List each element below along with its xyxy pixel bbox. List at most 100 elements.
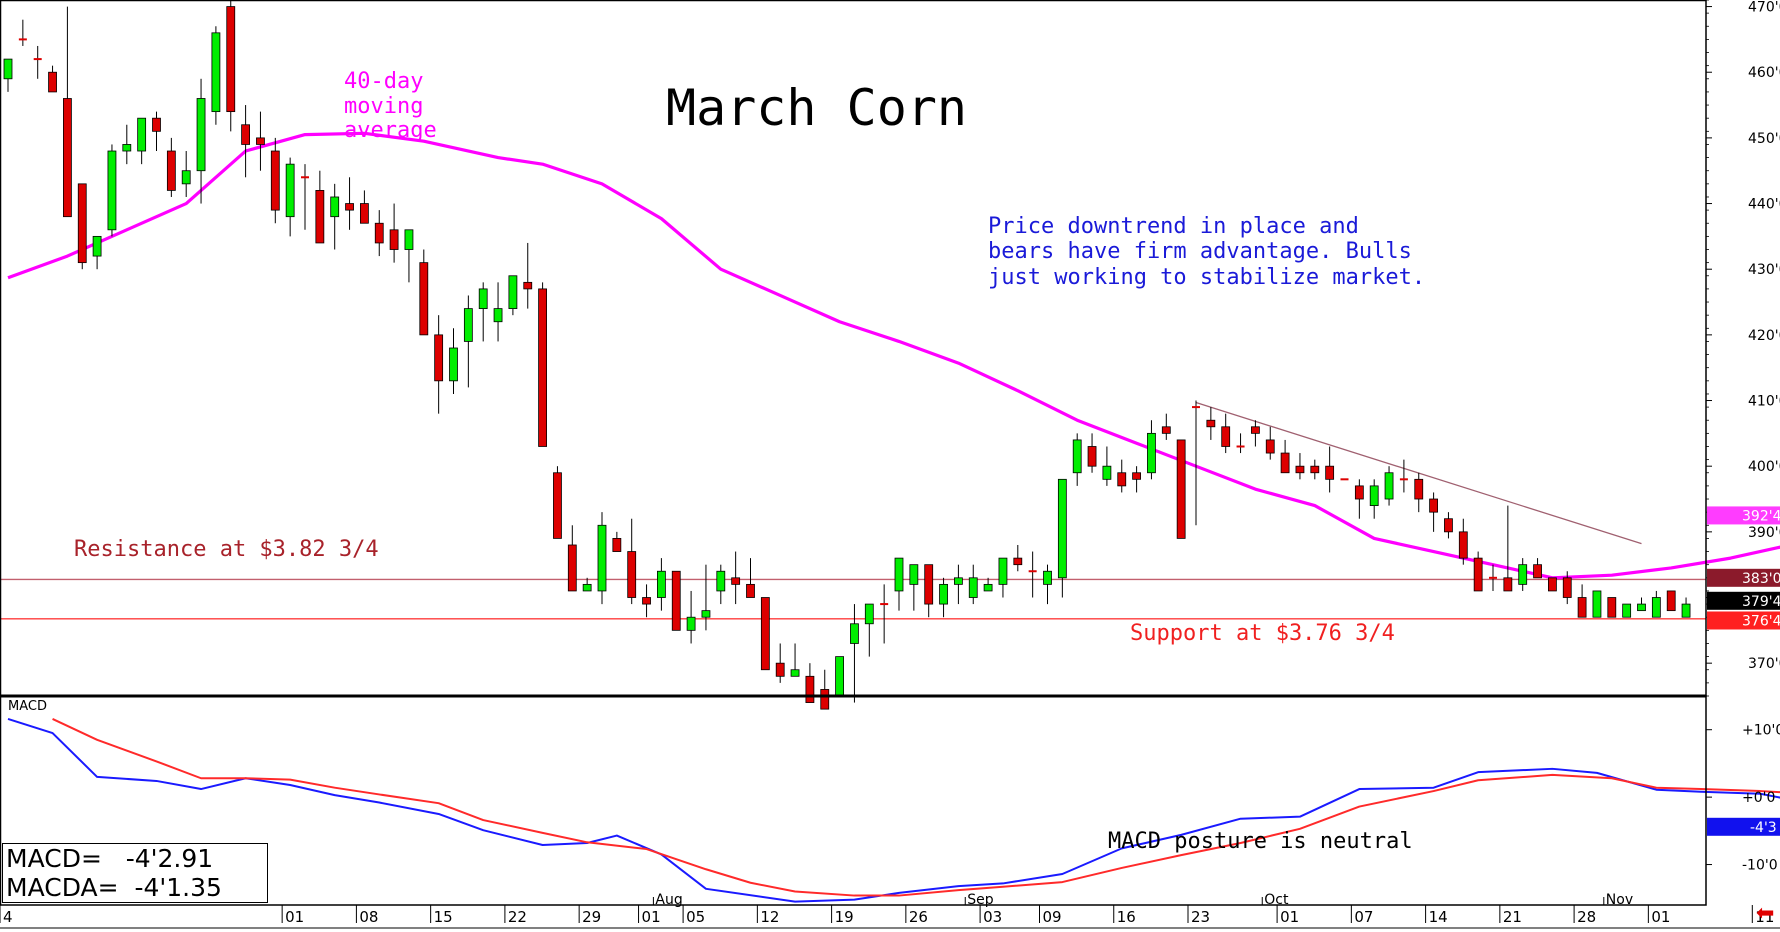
date-label: 09	[1043, 908, 1062, 926]
candle	[1637, 597, 1646, 612]
candle-body	[1325, 465, 1335, 480]
candle	[894, 557, 904, 611]
candle-body	[270, 150, 280, 211]
candle	[686, 590, 696, 644]
candle	[998, 557, 1008, 598]
price-tick-label: 410'0	[1748, 394, 1780, 410]
date-label: 01	[285, 908, 304, 926]
date-label: 01	[642, 908, 661, 926]
candle	[567, 525, 577, 592]
candle	[954, 564, 963, 605]
candle	[1369, 479, 1379, 519]
candle-body	[1444, 518, 1453, 533]
candle	[1533, 558, 1542, 579]
macda-line	[52, 718, 1780, 897]
macd-current-tag: -4'3	[1707, 817, 1780, 836]
candle-body	[77, 183, 87, 264]
candle-body	[538, 288, 547, 447]
candle	[553, 466, 562, 539]
candle-body	[196, 98, 206, 172]
arrow-left-icon[interactable]: ⬅	[1756, 901, 1775, 926]
candle-body	[582, 583, 592, 592]
price-tick-label: 450'0	[1748, 131, 1780, 147]
candle	[1132, 466, 1141, 493]
candle	[1043, 564, 1052, 605]
month-label: Sep	[967, 892, 994, 908]
candle-body	[315, 190, 325, 244]
candle	[1147, 420, 1156, 480]
candle-body	[835, 656, 844, 697]
candle	[864, 603, 874, 657]
candle-body	[359, 203, 369, 224]
candle-body	[627, 551, 637, 598]
candle	[731, 551, 741, 605]
candle-body	[1295, 465, 1305, 474]
candle-body	[389, 229, 399, 250]
candle-body	[939, 583, 948, 605]
candle-body	[122, 144, 132, 152]
price-tick-label: 460'0	[1748, 65, 1780, 81]
candle	[1444, 512, 1453, 539]
candle	[939, 577, 948, 618]
candle-body	[775, 662, 785, 677]
candle-body	[1518, 564, 1528, 585]
candle-body	[3, 58, 13, 80]
candle	[434, 315, 444, 414]
candle-body	[998, 557, 1008, 585]
macd-tick-label: +10'0	[1742, 723, 1780, 739]
candle	[77, 183, 87, 270]
macd-line	[7, 717, 1780, 903]
candle	[627, 518, 637, 605]
month-label: Oct	[1264, 892, 1289, 908]
candle-body	[181, 170, 191, 185]
macd-panel-label: MACD	[8, 699, 47, 714]
candle-body	[1666, 590, 1676, 612]
candle-body	[1251, 426, 1260, 434]
candle-body	[701, 610, 711, 618]
chart-title: March Corn	[666, 79, 968, 137]
candle	[1161, 413, 1171, 440]
date-label: 15	[434, 908, 453, 926]
candle-body	[523, 281, 533, 290]
candle	[1607, 597, 1617, 618]
candle	[345, 177, 354, 230]
candle	[449, 328, 458, 394]
candle-body	[1072, 439, 1082, 474]
macda-value: MACDA= -4'1.35	[6, 873, 222, 902]
candle	[270, 137, 280, 224]
candle-body	[1117, 472, 1127, 487]
candle	[1354, 479, 1364, 519]
candle	[1072, 433, 1082, 486]
candle-body	[1043, 570, 1052, 585]
candle-body	[449, 347, 458, 382]
candle-body	[1592, 590, 1602, 618]
candle-body	[1473, 557, 1483, 592]
candle-body	[1132, 472, 1141, 480]
candle-body	[1280, 452, 1290, 474]
candle-body	[404, 229, 414, 250]
candle	[285, 157, 295, 237]
candle-body	[1161, 426, 1171, 434]
candle-body	[968, 577, 978, 598]
candle-body	[1577, 597, 1587, 618]
candle	[1562, 571, 1572, 605]
candle-body	[805, 675, 815, 703]
candle-body	[211, 32, 221, 113]
macd-tick-label: -10'0	[1742, 858, 1778, 874]
candle	[1176, 439, 1186, 539]
macd-tick-label: +0'0	[1742, 790, 1775, 806]
price-panel	[0, 0, 1780, 710]
candle	[63, 6, 72, 218]
candle	[1518, 558, 1528, 591]
candle-body	[330, 196, 340, 218]
candle-body	[152, 117, 161, 132]
price-tag-label: 379'4	[1742, 594, 1780, 610]
candle-body	[1310, 465, 1320, 474]
candle	[181, 151, 191, 197]
candle	[1192, 400, 1200, 526]
candle-body	[1265, 439, 1275, 454]
candle	[1651, 590, 1661, 618]
candle	[983, 577, 993, 592]
candle	[48, 65, 57, 93]
